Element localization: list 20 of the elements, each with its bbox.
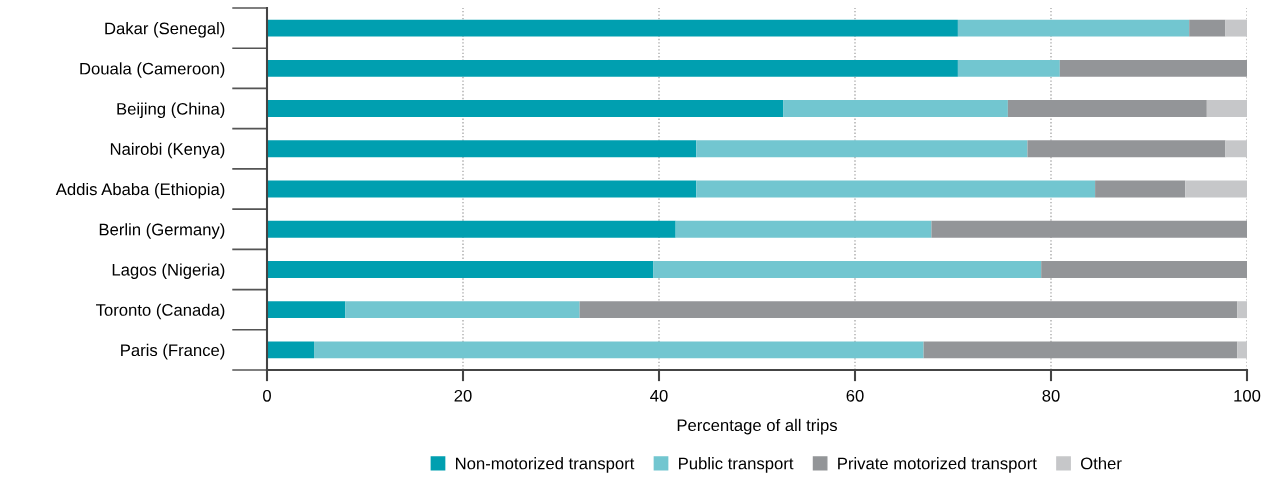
x-axis-title: Percentage of all trips	[677, 418, 837, 435]
y-tick-label: Douala (Cameroon)	[80, 62, 225, 78]
y-tick-label: Berlin (Germany)	[99, 223, 225, 239]
legend-label: Other	[1080, 457, 1122, 470]
y-tick-label: Nairobi (Kenya)	[110, 142, 225, 159]
x-tick-label: 20	[454, 389, 472, 402]
x-tick-label: 80	[1042, 389, 1060, 402]
legend-label: Non-motorized transport	[456, 457, 635, 473]
legend-label: Public transport	[679, 457, 794, 473]
y-tick-label: Lagos (Nigeria)	[112, 263, 225, 279]
y-tick-label: Dakar (Senegal)	[105, 22, 225, 38]
x-tick-label: 0	[263, 389, 271, 402]
x-tick-label: 40	[650, 389, 668, 402]
x-tick-label: 60	[846, 389, 864, 402]
legend-label: Private motorized transport	[838, 457, 1037, 473]
y-tick-label: Paris (France)	[121, 343, 225, 360]
y-tick-label: Addis Ababa (Ethiopia)	[55, 182, 225, 199]
x-tick-label: 100	[1234, 389, 1261, 402]
y-tick-label: Beijing (China)	[117, 102, 225, 119]
y-tick-label: Toronto (Canada)	[96, 303, 225, 320]
